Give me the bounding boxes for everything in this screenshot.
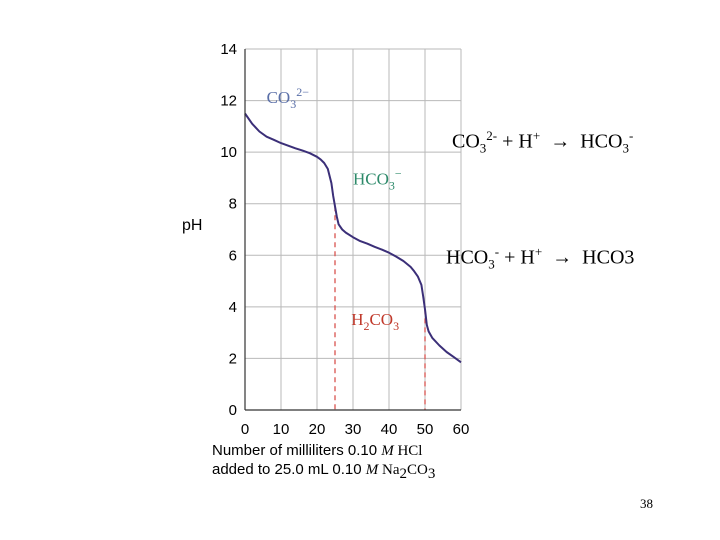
y-axis-label: pH — [182, 217, 202, 234]
arrow-icon: → — [550, 130, 571, 153]
y-tick-label: 6 — [229, 247, 237, 264]
y-tick-label: 2 — [229, 350, 237, 367]
eq-part: 3 — [479, 140, 487, 156]
curve-layer — [244, 112, 462, 364]
x-tick-label: 0 — [241, 421, 249, 438]
y-tick-label: 10 — [220, 144, 237, 161]
eq-part: - — [494, 244, 500, 259]
x-axis-label-part: M — [381, 443, 394, 459]
eq-part: 3 — [622, 140, 629, 156]
eq-part: 3 — [624, 246, 635, 269]
x-axis-label-part: CO — [406, 462, 428, 478]
eq-part: 3 — [488, 256, 495, 272]
y-tick-label: 12 — [220, 93, 237, 110]
chart-axes: 0 10 20 30 40 50 60 0 2 4 6 8 10 12 14 — [220, 41, 469, 438]
x-axis-label-part: Na — [378, 462, 400, 478]
eq-part: + — [534, 244, 543, 259]
x-axis-label-part: added to 25.0 mL 0.10 — [212, 461, 366, 478]
eq-part: HCO — [446, 246, 489, 269]
x-axis-label: Number of milliliters 0.10 M HCl — [212, 442, 422, 460]
x-axis-label-part: HCl — [393, 443, 423, 459]
x-axis-label-part: M — [365, 462, 379, 478]
y-tick-label: 14 — [220, 41, 237, 58]
reaction-equation-1: CO32- + H+ → HCO3- — [452, 128, 633, 157]
x-tick-label: 30 — [345, 421, 362, 438]
reaction-equation-2: HCO3- + H+ → HCO3 — [446, 244, 634, 273]
x-axis-label-part: 2 — [399, 466, 407, 482]
y-tick-label: 0 — [229, 402, 237, 419]
eq-part: + H — [499, 246, 535, 269]
arrow-icon: → — [552, 246, 573, 269]
chart-grid — [244, 48, 462, 411]
x-tick-label: 40 — [381, 421, 398, 438]
x-tick-label: 50 — [417, 421, 434, 438]
y-tick-label: 8 — [229, 196, 237, 213]
species-label: H2CO3 — [351, 310, 399, 333]
y-tick-label: 4 — [229, 299, 237, 316]
eq-part: + — [532, 128, 541, 143]
eq-part: + H — [497, 130, 533, 153]
x-axis-label-line2: added to 25.0 mL 0.10 M Na2CO3 — [212, 461, 435, 483]
eq-part: HCO — [580, 130, 623, 153]
species-label: HCO3− — [353, 166, 402, 192]
x-tick-label: 10 — [273, 421, 290, 438]
eq-part: CO — [452, 130, 480, 153]
equivalence-markers — [334, 206, 426, 410]
x-axis-label-part: 3 — [427, 466, 436, 482]
x-tick-label: 20 — [309, 421, 326, 438]
species-label: CO32− — [267, 85, 310, 111]
eq-part: 2- — [486, 128, 498, 143]
eq-part: - — [628, 128, 634, 143]
slide-number: 38 — [640, 496, 653, 511]
eq-part: HCO — [582, 246, 625, 269]
series-line — [244, 112, 462, 364]
x-tick-label: 60 — [453, 421, 470, 438]
x-axis-label-part: Number of milliliters 0.10 — [212, 442, 382, 459]
species-labels: CO32− HCO3− H2CO3 — [267, 85, 402, 333]
